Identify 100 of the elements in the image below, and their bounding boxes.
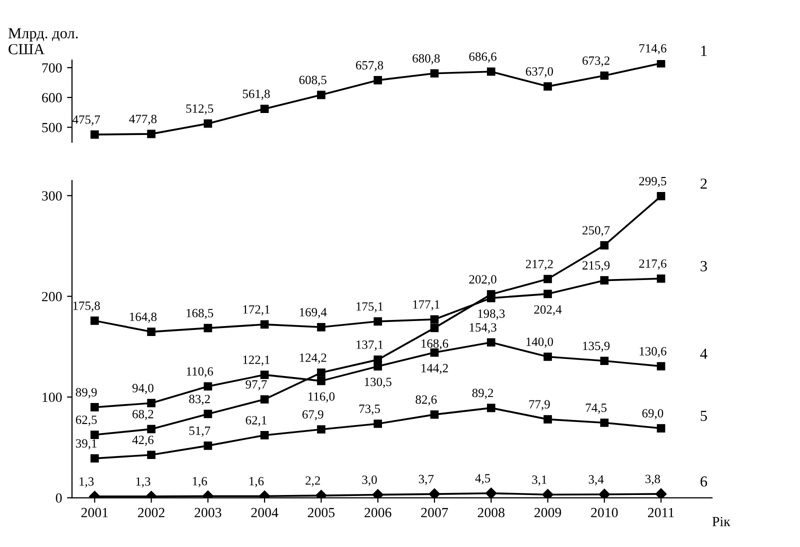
x-tick-label: 2009	[534, 508, 562, 518]
point	[600, 418, 609, 427]
point	[317, 368, 326, 377]
data-label: 686,6	[469, 52, 496, 63]
data-label: 89,2	[472, 388, 494, 399]
data-label: 168,6	[422, 339, 448, 350]
data-label: 116,0	[308, 392, 335, 403]
point	[430, 315, 439, 324]
data-label: 68,2	[132, 410, 154, 420]
point	[90, 430, 99, 439]
x-tick-label: 2003	[194, 508, 222, 518]
data-label: 217,6	[639, 259, 666, 270]
point	[430, 69, 439, 78]
x-tick-label: 2005	[308, 508, 335, 518]
data-label: 164,8	[130, 312, 157, 323]
data-label: 1,3	[80, 477, 94, 488]
data-label: 714,6	[639, 44, 666, 54]
point	[544, 290, 552, 298]
data-label: 154,3	[470, 323, 496, 334]
y-tick-label: 600	[42, 93, 62, 102]
data-label: 172,1	[243, 305, 270, 316]
point	[317, 90, 326, 100]
y-tick-label: 200	[42, 292, 62, 302]
point	[600, 241, 609, 250]
data-label: 94,0	[132, 384, 154, 394]
point	[600, 276, 609, 284]
data-label: 74,5	[586, 404, 607, 414]
text: 3	[700, 261, 707, 272]
point	[317, 425, 326, 434]
point	[90, 454, 99, 463]
text: 1	[701, 46, 707, 56]
data-label: 561,8	[242, 90, 270, 100]
point	[600, 71, 609, 80]
data-label: 4,5	[475, 474, 490, 484]
data-label: 1,6	[250, 477, 264, 488]
data-label: 82,6	[416, 395, 437, 406]
text: 4	[700, 348, 708, 359]
data-label: 130,5	[364, 378, 392, 388]
x-tick-label: 2007	[421, 508, 448, 518]
x-tick-label: 2001	[81, 508, 108, 518]
data-label: 140,0	[526, 338, 554, 348]
point	[90, 403, 99, 412]
data-label: 477,8	[129, 114, 157, 125]
x-axis-title: Рік	[712, 516, 730, 526]
point	[656, 424, 666, 432]
x-tick-label: 2004	[251, 508, 278, 518]
point	[542, 489, 554, 498]
point	[544, 352, 552, 361]
data-label: 202,4	[534, 305, 562, 316]
text: 5	[700, 410, 707, 421]
text: 2	[700, 178, 707, 189]
data-label: 169,4	[300, 308, 327, 318]
data-label: 135,9	[583, 342, 610, 352]
data-label: 168,5	[186, 308, 214, 320]
y-tick-label: 300	[42, 191, 62, 201]
point	[317, 376, 326, 386]
data-label: 110,6	[186, 367, 214, 378]
data-label: 3,8	[645, 474, 660, 485]
data-label: 3,1	[532, 475, 546, 486]
data-label: 89,9	[76, 388, 97, 398]
data-label: 215,9	[582, 261, 610, 272]
point	[204, 324, 212, 332]
point	[374, 362, 382, 370]
point	[147, 424, 156, 434]
point	[204, 119, 212, 128]
data-label: 177,1	[413, 300, 440, 310]
text: 6	[700, 476, 708, 487]
point	[656, 60, 666, 68]
point	[486, 294, 496, 302]
point	[204, 410, 212, 418]
point	[260, 431, 269, 440]
data-label: 122,1	[243, 356, 270, 366]
y-tick-label: 500	[42, 122, 62, 132]
data-label: 175,8	[73, 302, 100, 312]
y-tick-label: 100	[42, 392, 62, 402]
point	[317, 322, 326, 332]
x-tick-label: 2006	[364, 508, 392, 518]
point	[260, 104, 269, 114]
x-tick-label: 2002	[138, 508, 164, 518]
data-label: 39,1	[76, 439, 97, 450]
data-label: 657,8	[356, 61, 384, 72]
data-label: 3,4	[588, 475, 604, 486]
point	[486, 338, 496, 347]
y-tick-label: 0	[56, 493, 62, 503]
data-label: 512,5	[186, 104, 214, 115]
data-label: 198,3	[478, 309, 505, 320]
data-label: 62,1	[246, 416, 266, 426]
point	[204, 442, 212, 450]
x-tick-label: 2010	[591, 508, 618, 518]
data-label: 680,8	[412, 54, 440, 64]
point	[655, 488, 667, 498]
point	[486, 67, 496, 76]
data-label: 250,7	[582, 226, 610, 236]
data-label: 1,6	[192, 477, 208, 488]
data-label: 637,0	[526, 67, 554, 78]
point	[260, 395, 269, 404]
data-label: 2,2	[306, 476, 320, 487]
point	[430, 324, 439, 332]
x-tick-label: 2011	[648, 508, 674, 518]
data-label: 124,2	[300, 354, 326, 364]
